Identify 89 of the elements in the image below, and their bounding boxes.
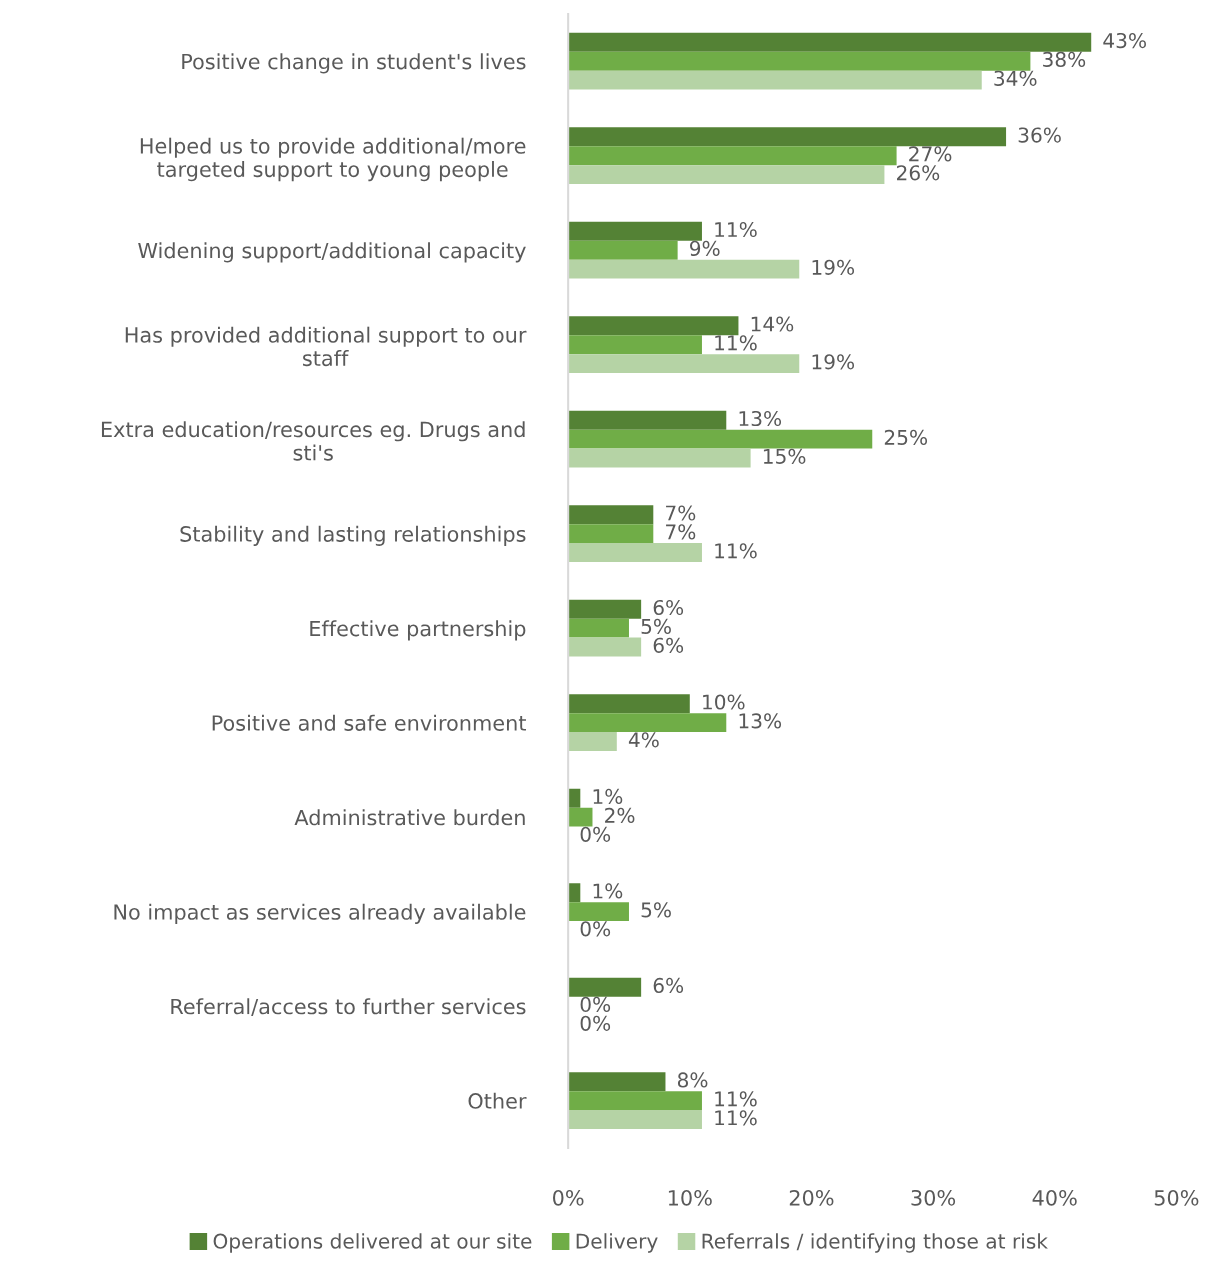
- bar: [568, 524, 654, 544]
- y-tick-label: Extra education/resources eg. Drugs and sti's: [101, 421, 525, 461]
- data-label: 26%: [897, 165, 940, 181]
- data-label: 38%: [1043, 51, 1086, 68]
- bar: [568, 127, 1007, 147]
- bar: [568, 51, 1031, 71]
- bar: [568, 146, 897, 166]
- data-label: 11%: [715, 1110, 757, 1126]
- data-label: 9%: [690, 240, 720, 257]
- y-tick-label: Positive change in student's lives: [182, 53, 526, 74]
- legend-label: Delivery: [576, 1233, 658, 1253]
- data-label: 6%: [653, 977, 684, 994]
- bar: [568, 807, 593, 827]
- data-label: 11%: [715, 543, 757, 559]
- data-label: 0%: [580, 1015, 611, 1031]
- bar: [568, 1110, 702, 1129]
- data-label: 7%: [666, 524, 696, 540]
- bar: [568, 221, 702, 241]
- y-tick-label: Other: [468, 1092, 527, 1109]
- bar: [568, 713, 727, 733]
- data-label: 1%: [593, 788, 623, 805]
- bar: [568, 694, 690, 714]
- data-label: 7%: [666, 505, 696, 521]
- y-tick-label: Stability and lasting relationships: [180, 525, 526, 546]
- bar: [568, 32, 1092, 52]
- data-label: 15%: [763, 448, 806, 464]
- data-label: 19%: [812, 354, 855, 370]
- data-label: 0%: [580, 921, 611, 937]
- data-label: 6%: [653, 637, 684, 653]
- y-tick-label: No impact as services already available: [114, 903, 526, 924]
- data-label: 4%: [628, 732, 659, 748]
- y-tick-label: Positive and safe environment: [212, 714, 526, 731]
- bar: [568, 165, 885, 185]
- y-tick-label: Helped us to provide additional/more targeted support to young people: [140, 137, 526, 182]
- y-tick-label: Has provided additional support to our staff: [125, 326, 527, 367]
- bar: [568, 448, 751, 468]
- x-tick-label: 40%: [1032, 1189, 1077, 1206]
- x-tick-label: 0%: [553, 1189, 584, 1206]
- y-tick-label: Effective partnership: [310, 620, 526, 641]
- data-label: 6%: [653, 599, 684, 616]
- bar: [568, 240, 678, 260]
- data-label: 13%: [739, 410, 782, 427]
- data-label: 0%: [580, 996, 611, 1012]
- bar: [568, 70, 982, 90]
- bar: [568, 429, 873, 449]
- x-tick-label: 30%: [911, 1189, 956, 1206]
- x-tick-label: 20%: [789, 1189, 834, 1206]
- legend-label: Operations delivered at our site: [213, 1233, 532, 1253]
- data-label: 11%: [715, 221, 757, 238]
- data-label: 2%: [605, 807, 635, 824]
- data-label: 8%: [677, 1072, 708, 1088]
- bar: [568, 505, 654, 525]
- bar: [568, 1072, 666, 1092]
- data-label: 14%: [751, 316, 794, 332]
- bar: [568, 902, 629, 922]
- bar: [568, 883, 581, 903]
- y-tick-label: Widening support/additional capacity: [138, 242, 526, 263]
- y-tick-label: Referral/access to further services: [171, 998, 526, 1017]
- data-label: 43%: [1103, 32, 1146, 49]
- bar: [568, 599, 642, 619]
- data-label: 25%: [884, 429, 928, 446]
- x-tick-label: 10%: [668, 1189, 712, 1206]
- data-label: 10%: [703, 694, 745, 710]
- bar: [568, 637, 642, 657]
- data-label: 0%: [580, 826, 611, 842]
- data-label: 34%: [994, 70, 1037, 86]
- data-label: 11%: [715, 335, 757, 351]
- data-label: 13%: [739, 713, 782, 729]
- bar: [568, 1091, 702, 1111]
- x-tick-label: 50%: [1154, 1189, 1199, 1206]
- data-label: 27%: [909, 146, 952, 162]
- data-label: 1%: [593, 883, 623, 899]
- data-label: 5%: [641, 902, 671, 918]
- y-tick-label: Administrative burden: [294, 809, 525, 826]
- data-label: 19%: [812, 259, 855, 275]
- bar: [568, 618, 629, 638]
- bar: [568, 543, 702, 563]
- bar: [568, 977, 642, 997]
- bar: [568, 335, 702, 355]
- bar: [568, 259, 800, 279]
- bar: [568, 788, 581, 808]
- data-label: 11%: [715, 1091, 757, 1107]
- bar: [568, 732, 617, 752]
- data-label: 5%: [641, 618, 671, 635]
- bar: [568, 354, 800, 374]
- legend-label: Referrals / identifying those at risk: [702, 1233, 1048, 1253]
- data-label: 36%: [1018, 127, 1061, 143]
- bar: [568, 410, 727, 430]
- bar: [568, 316, 739, 336]
